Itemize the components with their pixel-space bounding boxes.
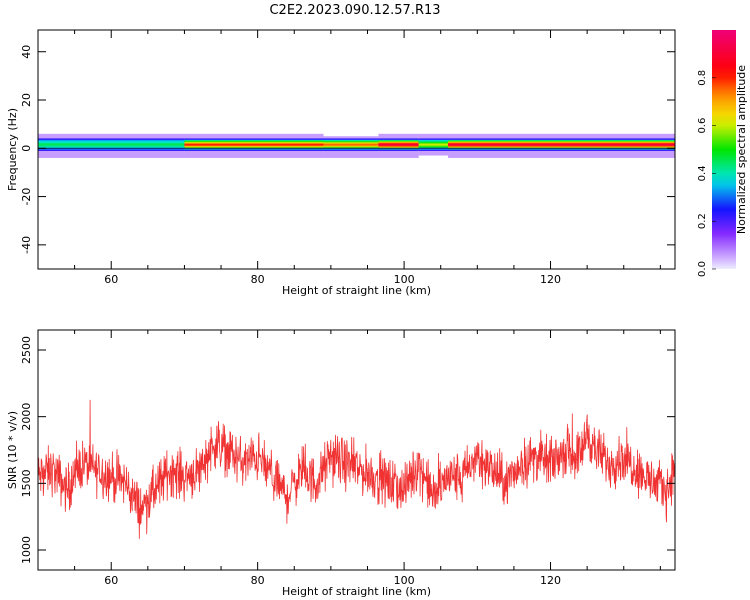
figure-title: C2E2.2023.090.12.57.R13 bbox=[269, 3, 440, 18]
bottom-xtick-label: 120 bbox=[540, 574, 561, 587]
colorbar-tick-label: 0.0 bbox=[697, 261, 708, 277]
bottom-xtick-label: 100 bbox=[394, 574, 415, 587]
bottom-xlabel: Height of straight line (km) bbox=[282, 585, 431, 598]
bottom-xtick-label: 80 bbox=[251, 574, 265, 587]
top-ylabel: Frequency (Hz) bbox=[6, 108, 19, 191]
spectrogram-panel: 60 80 100 120 -40 -20 0 20 40 Height of straight … bbox=[6, 29, 676, 297]
band-core bbox=[448, 143, 675, 146]
snr-series-line bbox=[38, 399, 675, 539]
top-ytick-label: 0 bbox=[20, 145, 33, 152]
colorbar-tick-label: 0.6 bbox=[697, 118, 708, 134]
bottom-ytick-label: 2500 bbox=[20, 336, 33, 364]
bottom-frame bbox=[37, 329, 676, 571]
top-ytick-label: -40 bbox=[20, 236, 33, 254]
top-xtick-label: 100 bbox=[394, 273, 415, 286]
band-core bbox=[378, 143, 419, 146]
top-xlabel: Height of straight line (km) bbox=[282, 284, 431, 297]
colorbar-label: Normalized spectral amplitude bbox=[735, 65, 748, 234]
band-core bbox=[184, 143, 324, 146]
top-xtick-label: 60 bbox=[104, 273, 118, 286]
colorbar-bar bbox=[712, 30, 736, 269]
band-core bbox=[323, 143, 379, 146]
band-core bbox=[418, 143, 449, 146]
colorbar: 0.0 0.2 0.4 0.6 0.8 Normalized spectral ampli… bbox=[697, 30, 748, 277]
bottom-ytick-label: 1000 bbox=[20, 536, 33, 564]
colorbar-tick-label: 0.4 bbox=[697, 165, 708, 181]
top-xtick-label: 80 bbox=[251, 273, 265, 286]
snr-panel: 60 80 100 120 1000 1500 2000 2500 Height of stra… bbox=[6, 329, 676, 598]
top-xtick-label: 120 bbox=[540, 273, 561, 286]
colorbar-tick-label: 0.2 bbox=[697, 213, 708, 229]
band-core bbox=[38, 143, 185, 146]
spectral-band bbox=[38, 133, 675, 158]
top-frame bbox=[37, 29, 676, 270]
top-ytick-label: 40 bbox=[20, 45, 33, 59]
top-ytick-label: -20 bbox=[20, 188, 33, 206]
bottom-ytick-label: 2000 bbox=[20, 403, 33, 431]
bottom-ylabel: SNR (10 * v/v) bbox=[6, 411, 19, 489]
bottom-ytick-label: 1500 bbox=[20, 469, 33, 497]
top-ytick-label: 20 bbox=[20, 93, 33, 107]
colorbar-tick-label: 0.8 bbox=[697, 70, 708, 86]
bottom-xtick-label: 60 bbox=[104, 574, 118, 587]
